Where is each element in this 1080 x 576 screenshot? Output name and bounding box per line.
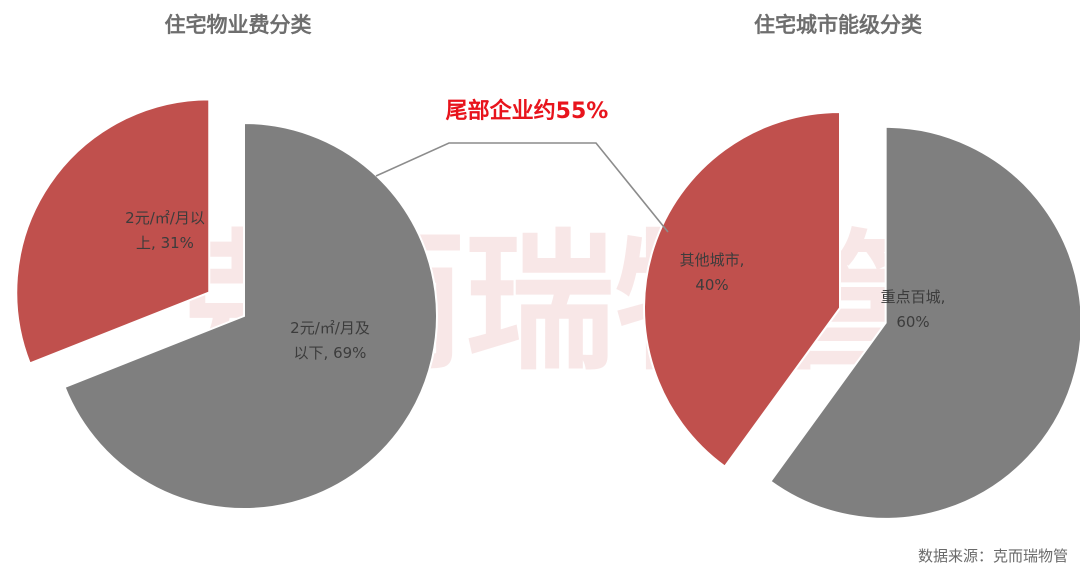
pie-chart-property-fee: 2元/㎡/月以上, 31% 2元/㎡/月及以下, 69%: [15, 98, 438, 510]
pie-chart-city-tier: 其他城市, 40% 重点百城, 60%: [643, 110, 1080, 520]
pie-slice-0-0: [15, 98, 211, 365]
chart-title-city-tier: 住宅城市能级分类: [754, 13, 923, 37]
slice-label-1-0: 其他城市, 40%: [680, 251, 745, 294]
data-source-note: 数据来源：克而瑞物管: [918, 547, 1068, 565]
slice-label-1-1: 重点百城, 60%: [881, 288, 946, 331]
pie-slice-0-1: [63, 121, 438, 510]
slice-label-0-0: 2元/㎡/月以上, 31%: [125, 209, 205, 252]
callout-tail-companies: 尾部企业约55%: [446, 98, 609, 124]
callout-connector-line: [375, 142, 669, 233]
slice-label-0-1: 2元/㎡/月及以下, 69%: [290, 319, 370, 362]
chart-title-property-fee: 住宅物业费分类: [165, 13, 313, 37]
pie-slice-1-0: [643, 110, 841, 468]
pie-slice-1-1: [769, 125, 1080, 520]
